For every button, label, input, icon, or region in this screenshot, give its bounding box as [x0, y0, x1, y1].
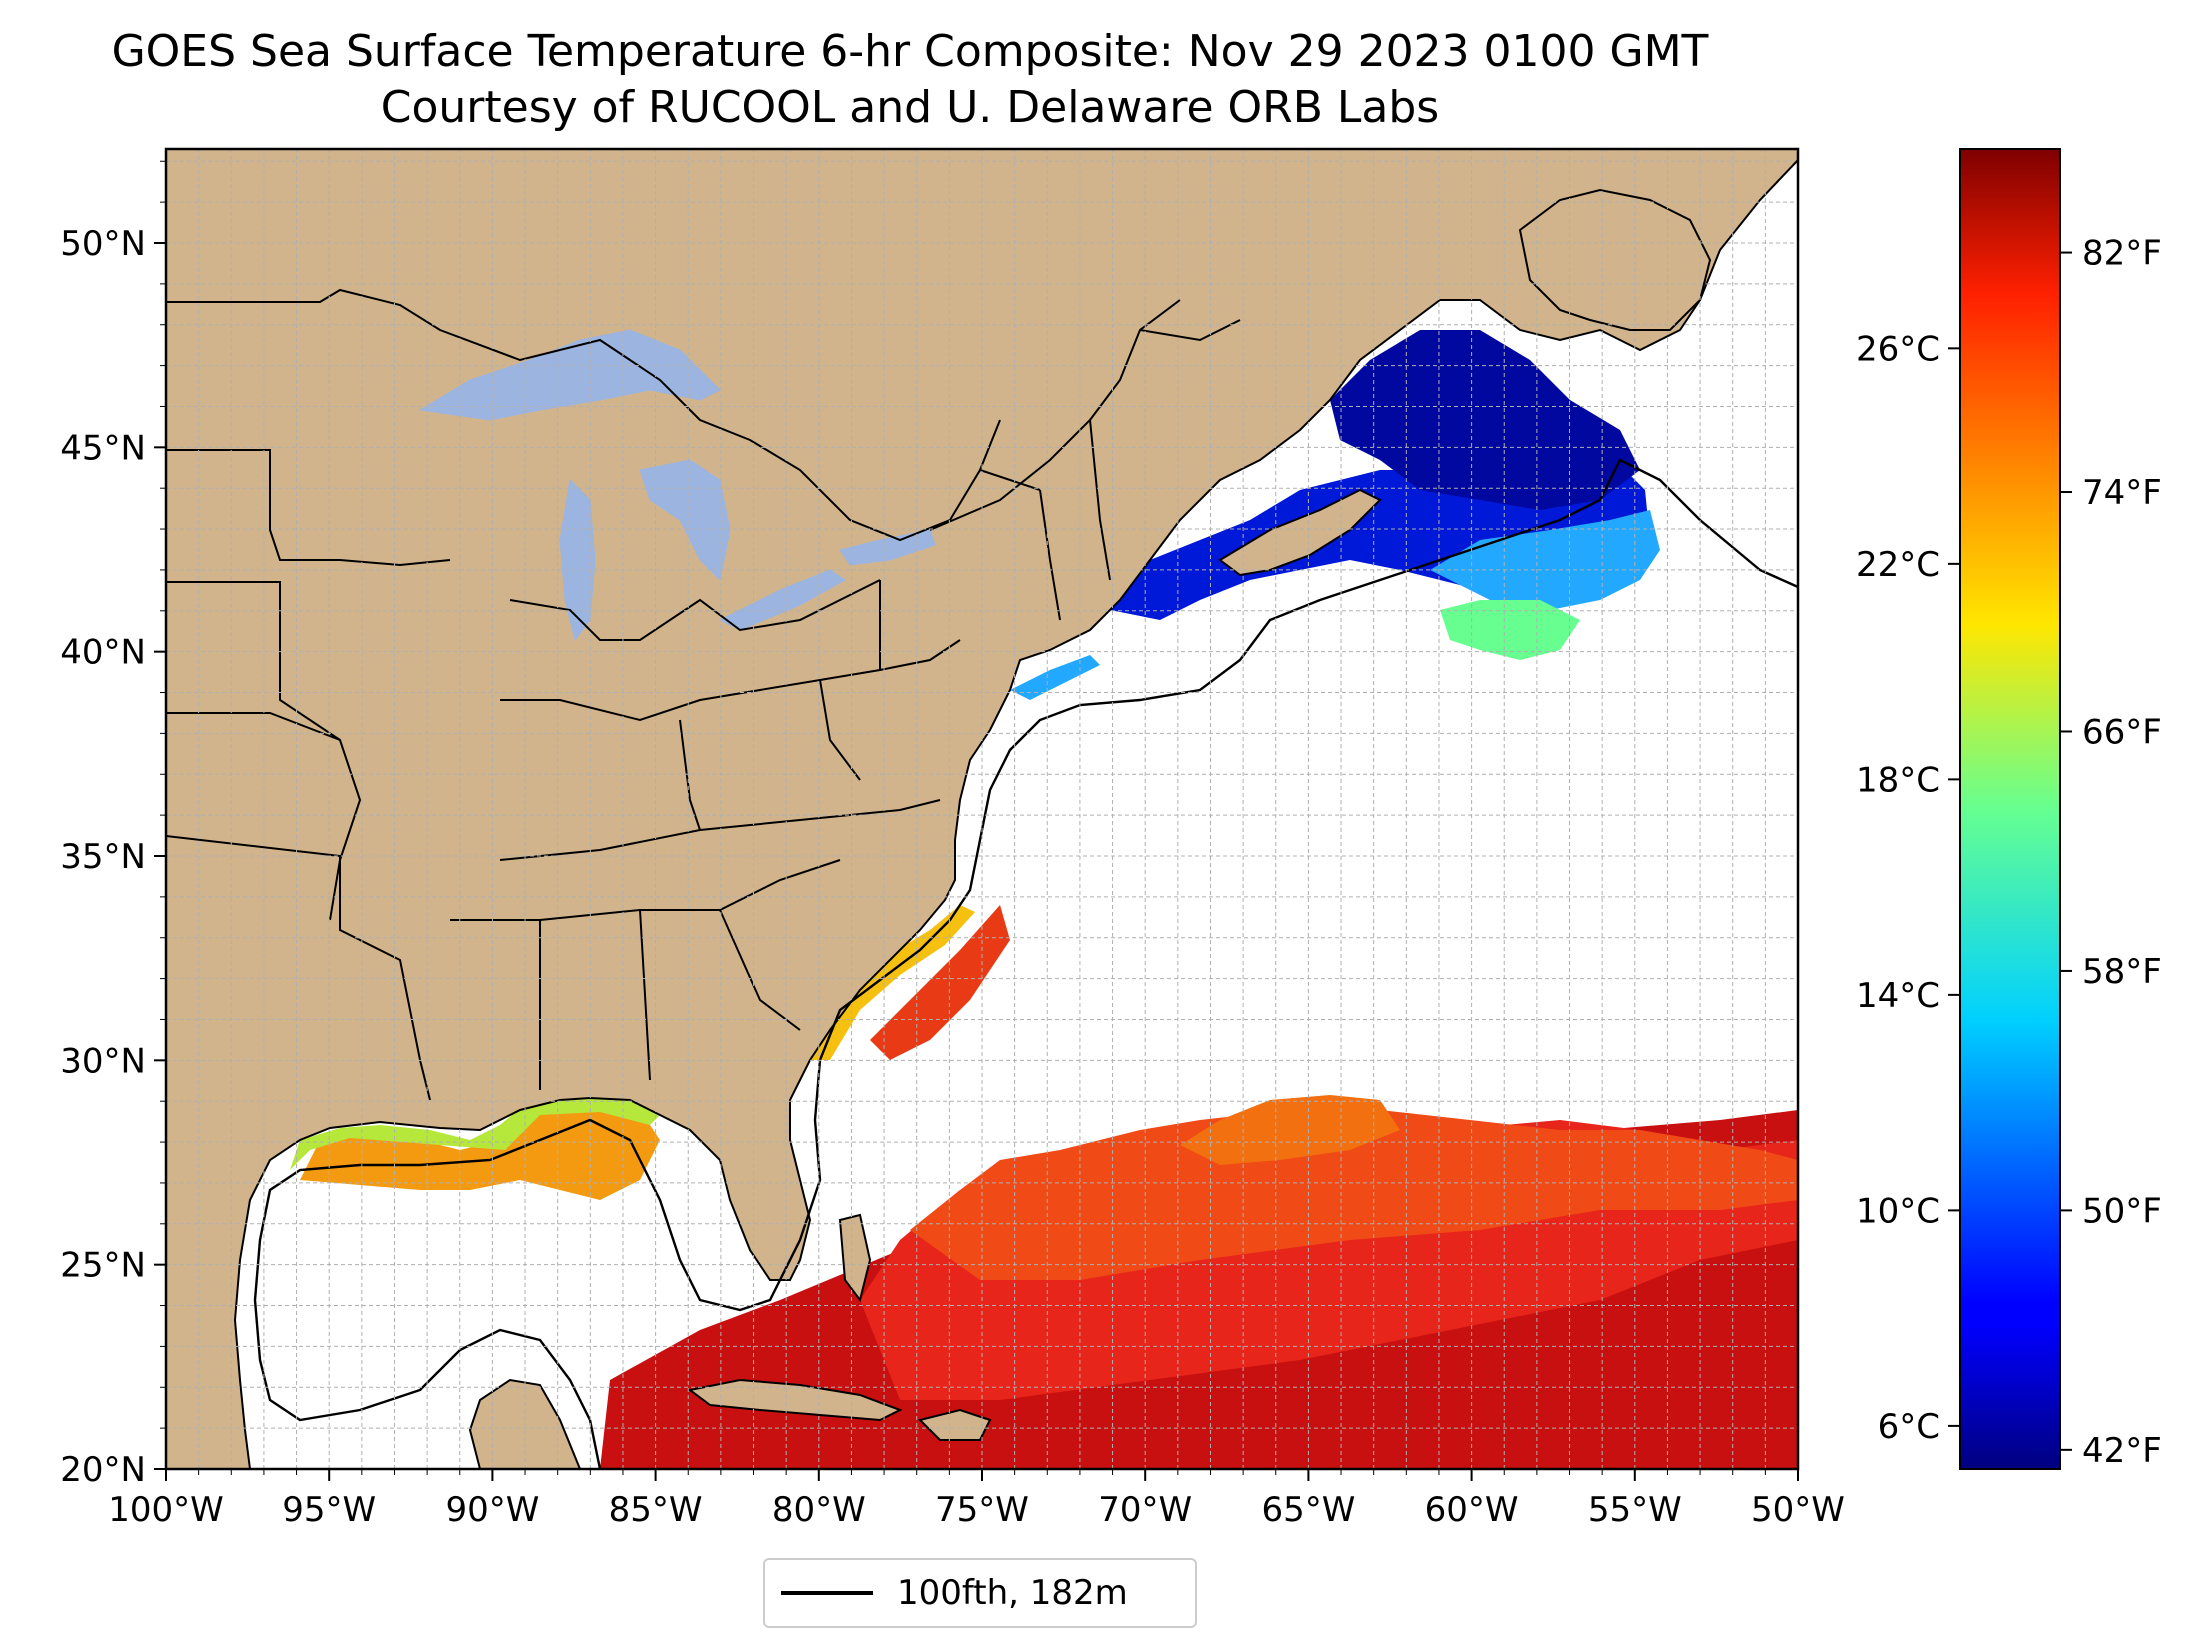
x-tick-label: 55°W: [1588, 1490, 1682, 1530]
chart-subtitle: Courtesy of RUCOOL and U. Delaware ORB L…: [380, 82, 1440, 133]
x-tick-label: 50°W: [1751, 1490, 1845, 1530]
x-tick-label: 60°W: [1425, 1490, 1519, 1530]
bahamas-land: [838, 1213, 872, 1303]
y-tick-label: 30°N: [60, 1041, 146, 1081]
colorbar-f-label: 66°F: [2082, 712, 2162, 752]
colorbar-f-label: 82°F: [2082, 234, 2162, 274]
sst-gulf-north: [300, 1100, 660, 1200]
lake-superior: [418, 329, 721, 421]
colorbar-ticks: 6°C 10°C 14°C 18°C 22°C 26°C 42°F 50°F 58°F 66°F 7…: [1856, 234, 2162, 1471]
x-tick-label: 75°W: [935, 1490, 1029, 1530]
sst-slope-green: [1440, 600, 1580, 660]
north-america-land: [166, 149, 1798, 1469]
nova-scotia-land: [1218, 488, 1382, 577]
colorbar-c-label: 14°C: [1856, 976, 1940, 1016]
y-tick-label: 40°N: [60, 633, 146, 673]
colorbar-c-label: 6°C: [1878, 1407, 1940, 1447]
sst-data-layer: [290, 240, 1798, 1469]
hispaniola-land: [918, 1408, 992, 1441]
isobath-100fth-line: [253, 458, 1798, 1469]
gridlines: [166, 149, 1798, 1469]
colorbar-f-label: 74°F: [2082, 473, 2162, 513]
legend: 100fth, 182m: [763, 1558, 1197, 1628]
colorbar-c-label: 26°C: [1856, 329, 1940, 369]
x-tick-label: 65°W: [1261, 1490, 1355, 1530]
lake-ontario: [839, 529, 936, 566]
colorbar-f-label: 42°F: [2082, 1431, 2162, 1471]
colorbar-f-label: 50°F: [2082, 1191, 2162, 1231]
chart-title: GOES Sea Surface Temperature 6-hr Compos…: [111, 26, 1709, 77]
x-tick-label: 90°W: [445, 1490, 539, 1530]
x-tick-label: 95°W: [282, 1490, 376, 1530]
y-tick-label: 20°N: [60, 1450, 146, 1490]
land-layer: [166, 149, 1798, 1469]
sst-atlantic-orange-band: [910, 1110, 1798, 1280]
x-tick-label: 85°W: [609, 1490, 703, 1530]
sst-gulf-stream-edge: [870, 905, 1010, 1060]
lake-michigan: [559, 478, 596, 642]
map-axes: 100°W 95°W 90°W 85°W 80°W 75°W 70°W 65°W 60°W 55°…: [60, 160, 1845, 1530]
sst-atlantic-orange-north: [1180, 1095, 1400, 1165]
colorbar: 6°C 10°C 14°C 18°C 22°C 26°C 42°F 50°F 58°F 66°F 7…: [1856, 148, 2162, 1471]
lake-huron: [639, 459, 731, 582]
colorbar-f-label: 58°F: [2082, 952, 2162, 992]
x-tick-label: 70°W: [1098, 1490, 1192, 1530]
colorbar-gradient: [1959, 148, 2061, 1470]
y-tick-label: 25°N: [60, 1246, 146, 1286]
colorbar-c-label: 10°C: [1856, 1191, 1940, 1231]
legend-line-swatch: [781, 1591, 873, 1595]
y-tick-label: 35°N: [60, 837, 146, 877]
sst-carolina-coast: [810, 905, 975, 1060]
colorbar-c-label: 22°C: [1856, 545, 1940, 585]
y-tick-label: 50°N: [60, 224, 146, 264]
sst-scotian-dark: [1330, 330, 1640, 510]
legend-label: 100fth, 182m: [897, 1573, 1128, 1613]
cuba-land: [687, 1378, 903, 1422]
great-lakes: [418, 329, 936, 642]
x-tick-label: 100°W: [108, 1490, 224, 1530]
x-tick-label: 80°W: [772, 1490, 866, 1530]
y-tick-label: 45°N: [60, 428, 146, 468]
colorbar-c-label: 18°C: [1856, 760, 1940, 800]
sst-mid-atlantic-shelf: [1010, 655, 1100, 700]
